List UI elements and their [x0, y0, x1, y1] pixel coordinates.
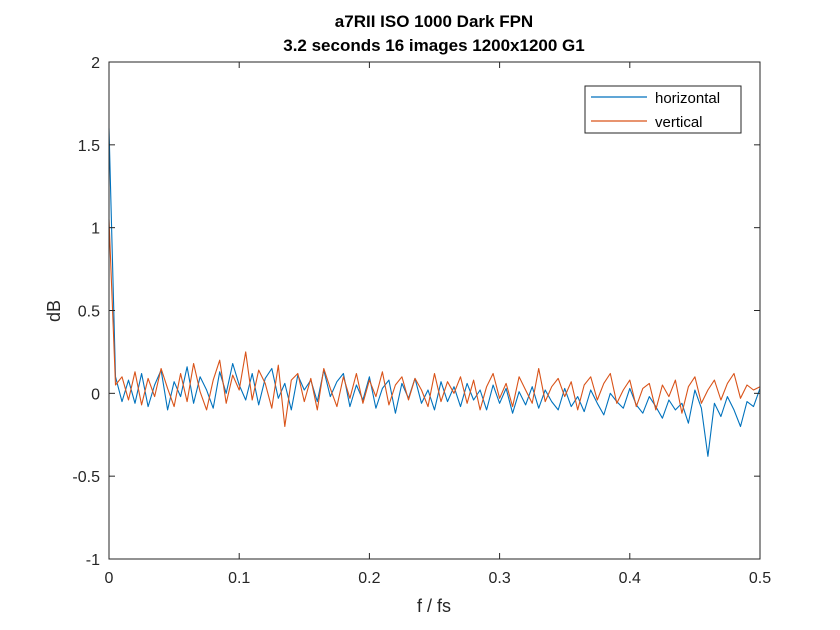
axes-box: [108, 61, 761, 560]
legend-label-vertical: vertical: [655, 114, 703, 131]
x-tick-label: 0.3: [488, 570, 510, 587]
x-tick-label: 0.4: [619, 570, 641, 587]
x-axis-label: f / fs: [417, 596, 451, 616]
series-line-horizontal: [108, 128, 761, 457]
chart-title-line-1: a7RII ISO 1000 Dark FPN: [335, 12, 533, 31]
y-tick-label: -1: [86, 552, 100, 569]
y-tick-label: 1: [91, 221, 100, 238]
y-tick-label: 0.5: [78, 304, 100, 321]
y-tick-label: 1.5: [78, 138, 100, 155]
series-layer: [108, 128, 761, 457]
y-axis-label: dB: [44, 300, 64, 322]
y-tick-label: 2: [91, 55, 100, 72]
chart-title-line-2: 3.2 seconds 16 images 1200x1200 G1: [283, 36, 584, 55]
legend: horizontal vertical: [584, 85, 742, 134]
x-tick-label: 0.1: [228, 570, 250, 587]
y-tick-label: 0: [91, 386, 100, 403]
x-tick-label: 0.5: [749, 570, 771, 587]
series-line-vertical: [108, 219, 761, 428]
plot-area: [109, 62, 760, 559]
y-tick-label: -0.5: [72, 469, 100, 486]
legend-box: [584, 85, 742, 134]
legend-label-horizontal: horizontal: [655, 90, 720, 107]
x-tick-label: 0: [105, 570, 114, 587]
x-tick-label: 0.2: [358, 570, 380, 587]
ticks-layer: 0 0.1 0.2 0.3 0.4 0.5 -1 -0.5 0 0.5 1 1.5 2: [72, 55, 771, 587]
